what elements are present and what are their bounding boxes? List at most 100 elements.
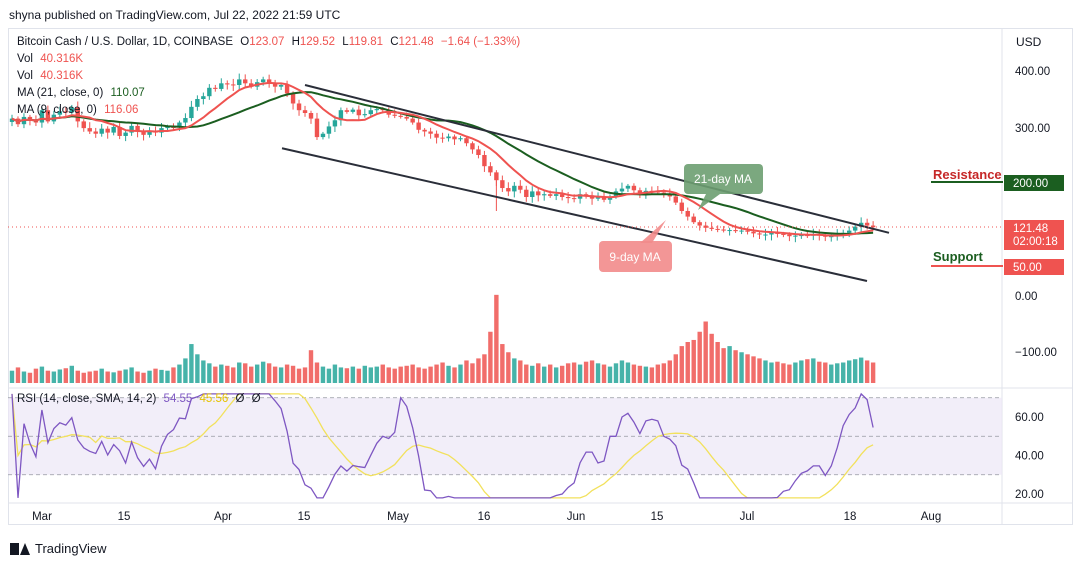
- volume-bar: [231, 367, 236, 383]
- volume-bar: [852, 359, 858, 383]
- legend-low-label: L: [342, 36, 349, 48]
- volume-bar: [39, 366, 45, 383]
- time-tick-label: Mar: [32, 511, 52, 523]
- candle-body: [691, 216, 696, 223]
- legend-close: 121.48: [398, 36, 434, 48]
- volume-bar: [332, 364, 338, 383]
- volume-bar: [302, 367, 308, 383]
- candle-body: [482, 155, 487, 167]
- volume-bar: [284, 364, 290, 383]
- time-tick-label: 16: [478, 511, 491, 523]
- volume-bar: [870, 362, 876, 383]
- volume-bar: [183, 358, 188, 383]
- candle-body: [631, 185, 637, 191]
- volume-bar: [482, 354, 487, 383]
- rsi-line: [11, 392, 874, 499]
- volume-bar: [33, 368, 39, 383]
- volume-bar: [380, 364, 385, 383]
- candle-body: [440, 137, 445, 139]
- volume-bar: [446, 365, 451, 383]
- footer-brand-text: TradingView: [35, 541, 107, 556]
- volume-bar: [278, 367, 284, 383]
- legend-rsi-row: RSI (14, close, SMA, 14, 2) 54.55 45.56 …: [17, 392, 261, 406]
- candle-body: [171, 127, 176, 128]
- volume-bar: [841, 362, 846, 383]
- volume-bar: [51, 371, 57, 383]
- candle-body: [266, 79, 272, 83]
- volume-bar: [57, 369, 63, 383]
- candle-body: [416, 122, 421, 130]
- candle-body: [452, 136, 457, 140]
- candle-body: [57, 111, 63, 115]
- volume-bar: [9, 370, 15, 383]
- volume-bar: [811, 358, 816, 383]
- candle-body: [601, 197, 607, 200]
- candle-body: [344, 110, 350, 112]
- volume-bar: [362, 365, 368, 383]
- candle-body: [721, 229, 726, 231]
- volume-bar: [500, 344, 505, 383]
- candle-body: [739, 230, 744, 232]
- candle-body: [183, 118, 188, 123]
- candle-body: [9, 118, 15, 122]
- volume-bar: [643, 366, 649, 383]
- volume-bar: [272, 366, 278, 383]
- volume-bar: [237, 362, 242, 383]
- ma21-callout-box: [684, 164, 763, 194]
- candle-body: [392, 114, 397, 116]
- legend-symbol: Bitcoin Cash / U.S. Dollar, 1D, COINBASE: [17, 36, 234, 48]
- candle-body: [625, 185, 631, 189]
- time-tick-label: 15: [651, 511, 664, 523]
- candle-body: [709, 227, 714, 229]
- volume-bar: [207, 363, 212, 383]
- resistance-label: Resistance: [933, 167, 1002, 182]
- volume-bar: [87, 371, 92, 383]
- legend-change: −1.64 (−1.33%): [440, 36, 521, 48]
- candle-body: [368, 110, 373, 115]
- volume-bar: [452, 367, 457, 383]
- candle-body: [278, 85, 284, 87]
- volume-bar: [249, 366, 254, 383]
- volume-bar: [835, 363, 840, 383]
- volume-bar: [63, 368, 69, 383]
- legend-ma9-value: 116.06: [104, 104, 139, 116]
- candle-body: [685, 211, 690, 217]
- candle-body: [434, 133, 439, 138]
- candle-body: [201, 96, 206, 99]
- candle-body: [769, 232, 774, 235]
- time-tick-label: 18: [844, 511, 857, 523]
- volume-bar: [243, 363, 248, 383]
- candle-body: [697, 222, 702, 226]
- candle-body: [518, 185, 523, 190]
- volume-bar: [799, 360, 804, 383]
- ma21-callout-text: 21-day MA: [694, 172, 752, 186]
- volume-bar: [350, 366, 356, 383]
- candle-body: [141, 131, 146, 135]
- volume-bar: [709, 333, 714, 383]
- ma21-callout-pointer: [698, 194, 720, 210]
- time-tick-label: Jul: [740, 511, 755, 523]
- volume-bar: [129, 367, 134, 383]
- chart-frame: [8, 28, 1073, 525]
- volume-bar: [45, 370, 51, 383]
- candle-body: [332, 120, 338, 127]
- candle-body: [847, 230, 852, 233]
- candle-body: [356, 109, 362, 116]
- candle-body: [129, 125, 134, 133]
- volume-bar: [470, 363, 475, 383]
- volume-bar: [153, 368, 158, 383]
- legend-high-label: H: [291, 36, 300, 48]
- candle-body: [326, 126, 332, 134]
- volume-bar: [254, 364, 260, 383]
- candle-body: [530, 191, 535, 197]
- volume-bar: [625, 362, 631, 383]
- volume-bar: [524, 364, 529, 383]
- volume-bar: [649, 367, 655, 383]
- last-price-badge-text: 121.48: [1013, 223, 1048, 235]
- candle-body: [858, 222, 864, 227]
- volume-bar: [458, 364, 463, 383]
- volume-bar: [147, 370, 152, 383]
- volume-bar: [21, 371, 27, 383]
